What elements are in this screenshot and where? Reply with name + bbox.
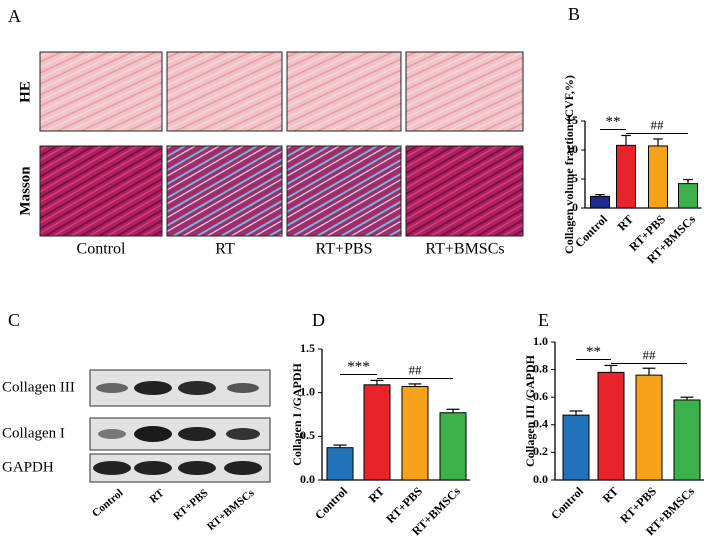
bar xyxy=(363,384,391,481)
x-tick-label: RT xyxy=(366,484,387,505)
y-tick-label: 1.5 xyxy=(300,341,315,355)
bar xyxy=(635,374,663,481)
panel-label: C xyxy=(8,310,20,330)
column-label: RT xyxy=(215,241,235,258)
blot-category: RT xyxy=(147,487,167,506)
blot-label: Collagen III xyxy=(2,379,75,395)
blot-label: GAPDH xyxy=(2,459,54,475)
bar xyxy=(439,412,467,481)
row-label: Masson xyxy=(17,166,33,216)
blot-label: Collagen I xyxy=(2,425,65,441)
y-tick-label: 0.6 xyxy=(533,389,548,403)
bar xyxy=(326,447,354,481)
row-label: HE xyxy=(17,81,33,103)
significance-label: *** xyxy=(347,359,370,375)
y-tick-label: 0.0 xyxy=(533,472,548,486)
bar xyxy=(590,195,610,209)
bar xyxy=(616,144,636,209)
bar xyxy=(597,371,625,481)
blot-category: RT+BMSCs xyxy=(205,487,257,533)
y-tick-label: 5 xyxy=(572,171,578,185)
bar xyxy=(401,386,429,481)
blot-category: RT+PBS xyxy=(171,487,210,523)
bar xyxy=(678,183,698,209)
y-tick-label: 1.0 xyxy=(300,384,315,398)
panel-label: E xyxy=(538,310,549,330)
bar xyxy=(648,145,668,209)
x-tick-label: Control xyxy=(548,484,586,522)
column-label: RT+BMSCs xyxy=(425,241,504,258)
column-label: Control xyxy=(77,241,126,258)
y-axis-label: Collagen I /GAPDH xyxy=(290,363,304,466)
panel-label: B xyxy=(568,4,580,24)
y-axis-label: Collagen III /GAPDH xyxy=(523,354,537,467)
column-label: RT+PBS xyxy=(316,241,373,258)
y-tick-label: 0.8 xyxy=(533,361,548,375)
histology xyxy=(39,51,524,237)
y-tick-label: 0.0 xyxy=(300,472,315,486)
x-tick-label: RT xyxy=(615,212,636,233)
panel-label: D xyxy=(312,310,325,330)
x-tick-label: Control xyxy=(312,484,350,522)
y-tick-label: 10 xyxy=(566,142,578,156)
significance-label: ** xyxy=(586,344,601,360)
y-tick-label: 0.4 xyxy=(533,417,548,431)
significance-label: ## xyxy=(409,362,423,377)
y-tick-label: 0.5 xyxy=(300,428,315,442)
y-tick-label: 1.0 xyxy=(533,334,548,348)
western-blot xyxy=(89,369,271,483)
y-tick-label: 0 xyxy=(572,200,578,214)
panel-label: A xyxy=(8,6,21,26)
y-tick-label: 0.2 xyxy=(533,444,548,458)
bar xyxy=(562,414,590,481)
y-axis-label: Collagen volume fraction (CVF,%) xyxy=(562,75,576,254)
significance-label: ## xyxy=(643,347,657,362)
x-tick-label: RT xyxy=(600,484,621,505)
y-tick-label: 15 xyxy=(566,113,578,127)
significance-label: ** xyxy=(606,114,621,130)
bar xyxy=(673,399,701,481)
blot-category: Control xyxy=(90,487,126,520)
x-tick-label: Control xyxy=(572,212,610,250)
significance-label: ## xyxy=(651,117,665,132)
